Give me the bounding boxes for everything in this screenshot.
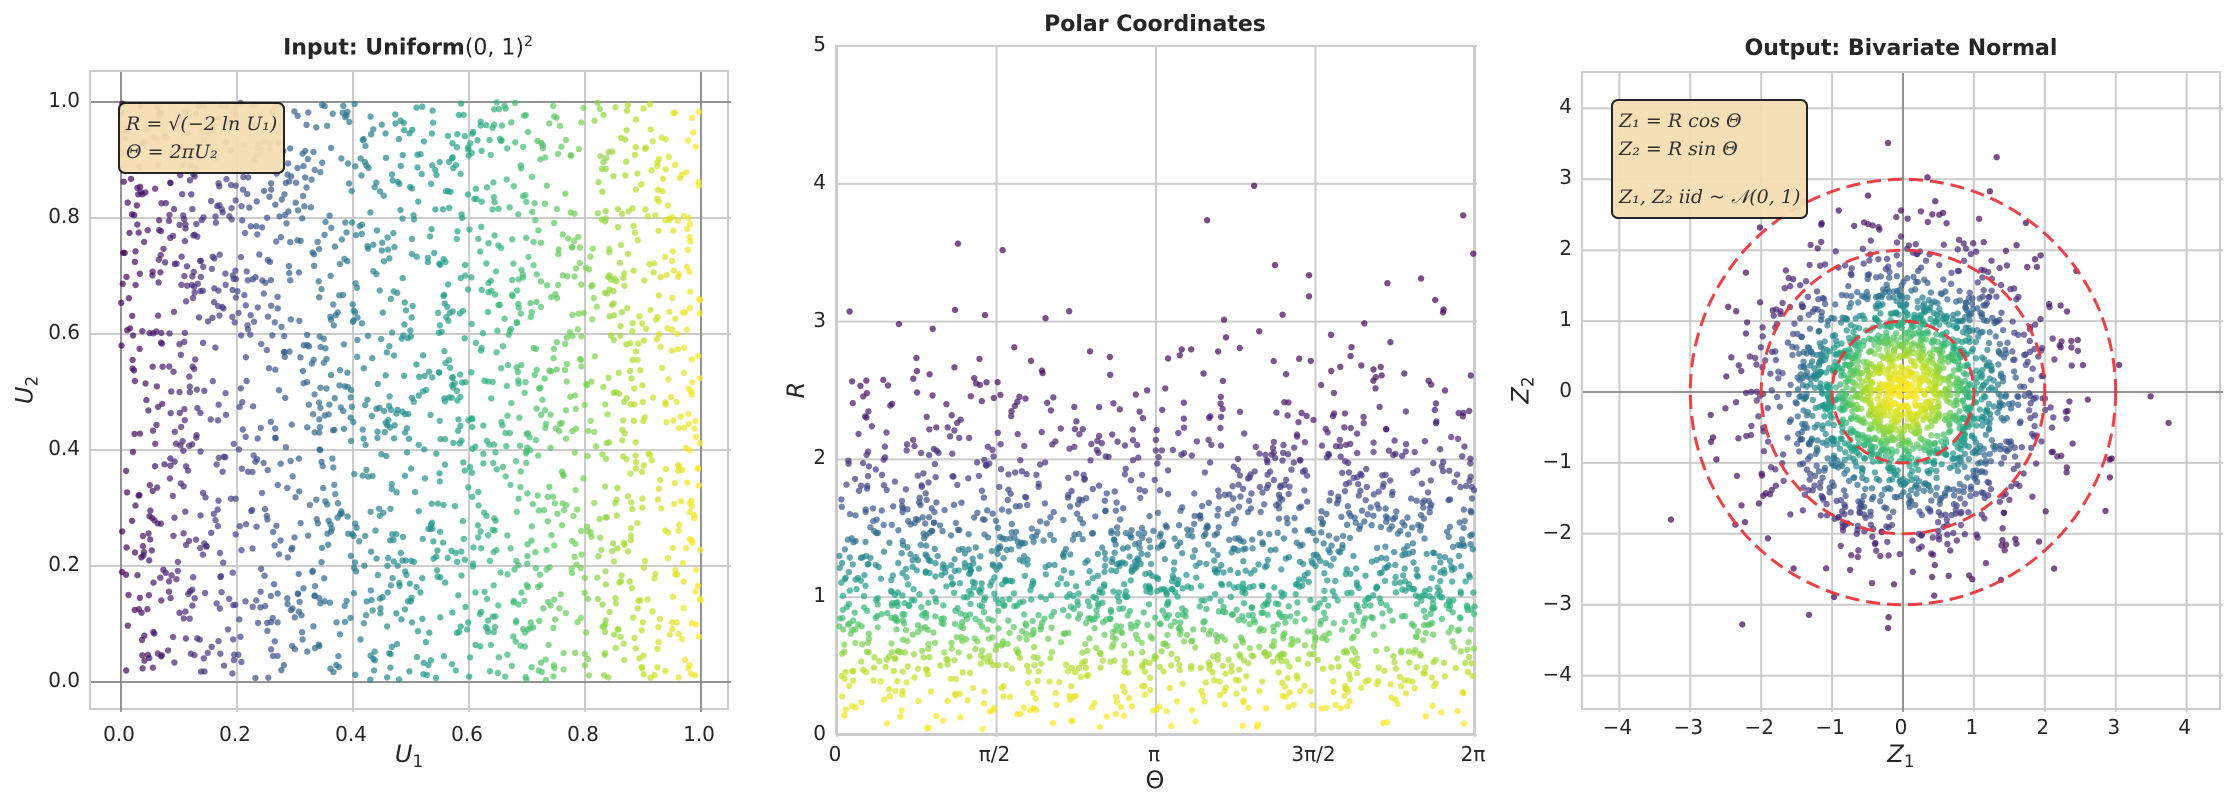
y-axis-label-polar: R [782, 382, 810, 399]
y-tick-label: 3 [813, 307, 826, 332]
title-bold-text: Polar Coordinates [1044, 12, 1266, 37]
x-tick-label: 4 [2178, 715, 2191, 739]
annotation-line: Z₁, Z₂ iid ~ 𝒩(0, 1) [1619, 186, 1801, 208]
x-tick-label: −3 [1673, 715, 1704, 739]
axes-uniform: R = √(−2 ln U₁) Θ = 2πU₂ [89, 70, 731, 712]
x-tick-label: 0 [1894, 715, 1908, 739]
y-axis-label-sub: 2 [1517, 376, 1538, 388]
title-superscript: 2 [524, 34, 533, 50]
y-tick-label: 2 [813, 445, 826, 470]
x-tick-label: 1.0 [683, 722, 715, 746]
y-tick-label: 1 [813, 583, 826, 608]
y-axis-label-normal: Z2 [1506, 376, 1537, 403]
y-tick-label: −2 [1542, 519, 1572, 544]
y-tick-label: 4 [1559, 94, 1572, 119]
panel-title-uniform: Input: Uniform(0, 1)2 [283, 34, 533, 60]
y-tick-label: 0.6 [48, 320, 80, 344]
y-tick-label: 0 [813, 721, 826, 745]
annotation-box-uniform: R = √(−2 ln U₁) Θ = 2πU₂ [118, 102, 286, 174]
y-tick-label: 0.8 [48, 204, 80, 228]
annotation-line: R = √(−2 ln U₁) [126, 113, 278, 135]
x-tick-label: 0.2 [219, 722, 251, 746]
y-tick-label: −1 [1542, 448, 1572, 473]
y-tick-label: 1.0 [48, 88, 80, 112]
x-axis-label-polar: Θ [1146, 766, 1165, 794]
y-axis-label-uniform: U2 [10, 376, 41, 404]
x-axis-label-sub: 1 [1903, 751, 1915, 772]
scatter-plot-normal [1583, 73, 2223, 712]
x-tick-label: 1 [1965, 715, 1979, 739]
x-tick-label: −4 [1602, 715, 1633, 739]
y-axis-label-text: Z [1506, 387, 1535, 404]
x-axis-label-text: Θ [1145, 766, 1165, 794]
x-tick-label: 3 [2107, 715, 2121, 739]
y-axis-label-text: U [10, 386, 39, 405]
annotation-line: Z₁ = R cos Θ [1619, 110, 1742, 132]
x-tick-label: 3π/2 [1291, 742, 1336, 766]
y-tick-label: 2 [1559, 236, 1572, 261]
y-tick-label: −3 [1542, 590, 1572, 615]
x-tick-label: 2π [1460, 742, 1486, 766]
x-axis-label-text: Z [1887, 740, 1904, 768]
panel-title-polar: Polar Coordinates [1044, 12, 1266, 37]
y-tick-label: 0.2 [48, 552, 80, 576]
y-tick-label: 0.0 [48, 668, 80, 692]
x-tick-label: 0 [828, 742, 842, 766]
x-axis-label-uniform: U1 [395, 740, 423, 771]
title-bold-text: Input: Uniform [283, 35, 465, 61]
annotation-line: Θ = 2πU₂ [126, 141, 218, 163]
x-tick-label: 0.8 [567, 722, 599, 746]
x-tick-label: 0.0 [103, 722, 135, 746]
axes-normal: Z₁ = R cos Θ Z₂ = R sin Θ Z₁, Z₂ iid ~ 𝒩… [1581, 71, 2223, 712]
y-axis-label-text: R [782, 381, 810, 399]
x-axis-label-text: U [394, 740, 413, 768]
annotation-spacer [1619, 163, 1800, 183]
annotation-line: Z₂ = R sin Θ [1619, 138, 1738, 160]
x-tick-label: 0.6 [451, 722, 483, 746]
title-bold-text: Output: Bivariate Normal [1744, 36, 2058, 61]
x-tick-label: 0.4 [335, 722, 367, 746]
x-axis-label-sub: 1 [412, 751, 424, 772]
y-tick-label: 0.4 [48, 436, 80, 460]
panel-title-normal: Output: Bivariate Normal [1745, 36, 2058, 61]
axes-polar [835, 45, 1478, 737]
scatter-plot-polar [836, 45, 1478, 737]
y-axis-label-sub: 2 [21, 375, 42, 387]
y-tick-label: 1 [1559, 307, 1572, 332]
scatter-plot-uniform [91, 72, 731, 712]
x-tick-label: −2 [1744, 715, 1774, 739]
title-math-text: (0, 1) [464, 35, 524, 61]
y-tick-label: −4 [1542, 661, 1572, 686]
x-tick-label: 2 [2036, 715, 2050, 739]
y-tick-label: 5 [813, 32, 826, 56]
x-axis-label-normal: Z1 [1887, 740, 1914, 771]
y-tick-label: 4 [813, 169, 826, 194]
x-tick-label: π/2 [978, 742, 1011, 766]
x-tick-label: −1 [1815, 715, 1845, 739]
y-tick-label: 3 [1559, 165, 1572, 190]
x-tick-label: π [1147, 742, 1161, 766]
annotation-box-normal: Z₁ = R cos Θ Z₂ = R sin Θ Z₁, Z₂ iid ~ 𝒩… [1611, 99, 1809, 219]
y-tick-label: 0 [1559, 378, 1572, 402]
